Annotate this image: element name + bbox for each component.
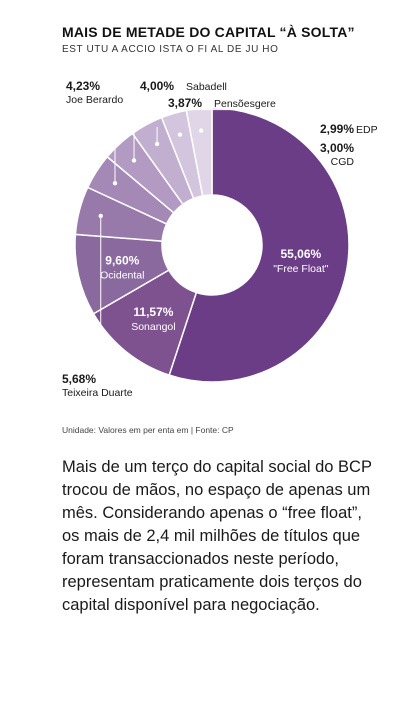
- series-label-edp: EDP: [356, 124, 378, 136]
- data-label-sonangol: 11,57%: [133, 305, 173, 319]
- series-label-sabadell: Sabadell: [186, 81, 227, 93]
- leader-dot-cgd: [198, 128, 204, 133]
- data-label-ocidental: 9,60%: [105, 253, 139, 267]
- data-label-joe-berardo: 4,23%: [66, 79, 100, 93]
- series-label-sonangol: Sonangol: [131, 321, 175, 333]
- donut-chart: 55,06% "Free Float" 11,57% Sonangol 9,60% Oci…: [62, 79, 378, 399]
- series-label-cgd: CGD: [331, 156, 355, 168]
- chart-title: MAIS DE METADE DO CAPITAL “À SOLTA”: [62, 24, 355, 40]
- data-label-cgd: 3,00%: [320, 141, 354, 155]
- slice-free-float: [168, 107, 350, 383]
- leader-dot-edp: [177, 132, 183, 137]
- series-label-free-float: "Free Float": [273, 263, 329, 275]
- article-paragraph: Mais de um terço do capital social do BC…: [62, 458, 372, 614]
- data-label-edp: 2,99%: [320, 122, 354, 136]
- series-label-joe-berardo: Joe Berardo: [66, 94, 123, 106]
- data-label-sabadell: 4,00%: [140, 79, 174, 93]
- source-note: Unidade: Valores em per enta em | Fonte:…: [62, 425, 234, 435]
- data-label-free-float: 55,06%: [281, 247, 322, 261]
- chart-subtitle: EST UTU A ACCIO ISTA O FI AL DE JU HO: [62, 44, 279, 55]
- series-label-pensõesgere: Pensõesgere: [214, 98, 276, 110]
- series-label-teixeira-duarte: Teixeira Duarte: [62, 387, 133, 399]
- series-label-ocidental: Ocidental: [100, 269, 144, 281]
- data-label-teixeira-duarte: 5,68%: [62, 372, 96, 386]
- data-label-pensõesgere: 3,87%: [168, 96, 202, 110]
